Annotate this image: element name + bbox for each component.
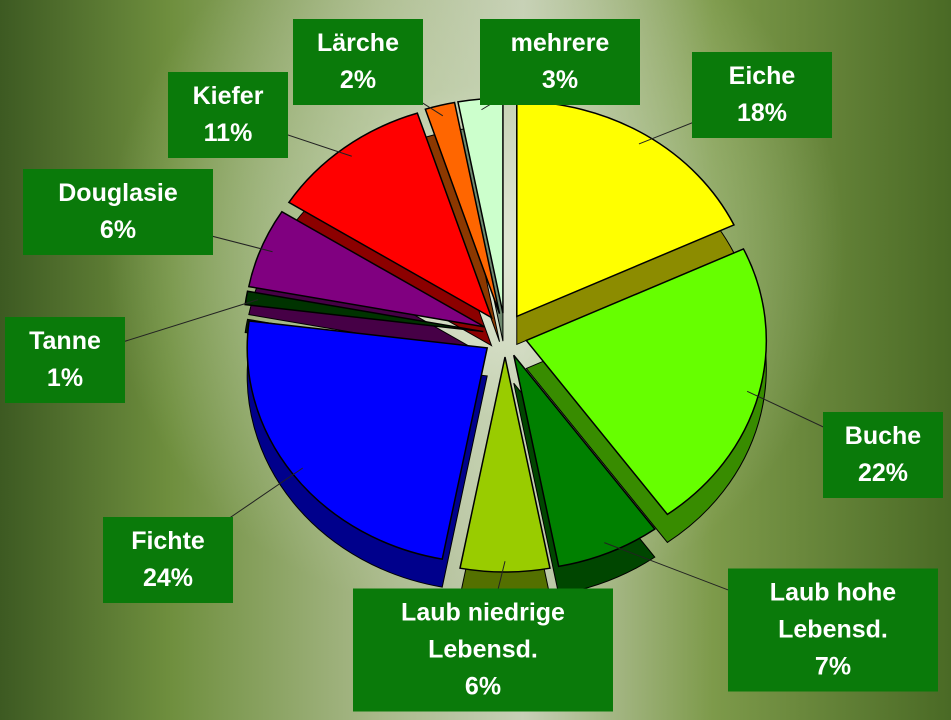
- category-name: mehrere: [488, 25, 632, 62]
- category-name: Buche: [831, 418, 935, 455]
- category-name: Douglasie: [31, 175, 205, 212]
- category-name: Eiche: [700, 58, 824, 95]
- category-name: Kiefer: [176, 78, 280, 115]
- data-label: Laub hohe Lebensd.7%: [728, 569, 938, 692]
- data-label: Laub niedrige Lebensd.6%: [353, 589, 613, 712]
- value-label: 6%: [361, 669, 605, 706]
- value-label: 24%: [111, 560, 225, 597]
- value-label: 7%: [736, 649, 930, 686]
- category-name: Lärche: [301, 25, 415, 62]
- category-name: Fichte: [111, 523, 225, 560]
- value-label: 22%: [831, 455, 935, 492]
- value-label: 2%: [301, 62, 415, 99]
- value-label: 18%: [700, 95, 824, 132]
- slide: Eiche18%Buche22%Laub hohe Lebensd.7%Laub…: [0, 0, 951, 720]
- category-name: Laub hohe Lebensd.: [736, 575, 930, 649]
- value-label: 11%: [176, 115, 280, 152]
- category-name: Laub niedrige Lebensd.: [361, 595, 605, 669]
- value-label: 3%: [488, 62, 632, 99]
- value-label: 1%: [13, 360, 117, 397]
- value-label: 6%: [31, 212, 205, 249]
- category-name: Tanne: [13, 323, 117, 360]
